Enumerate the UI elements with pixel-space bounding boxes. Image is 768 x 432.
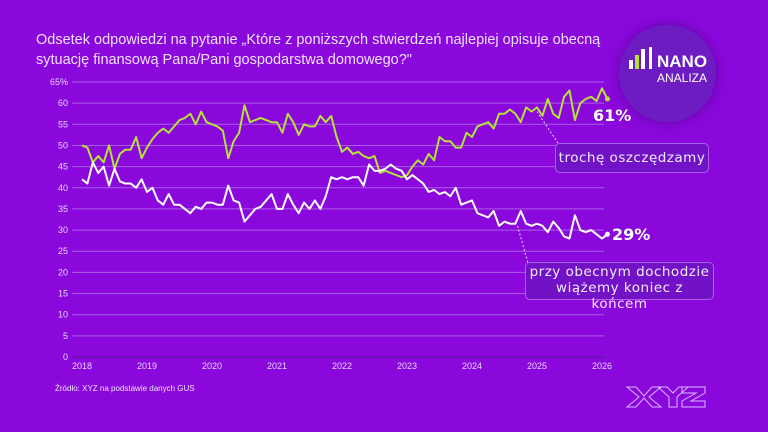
y-tick-label: 35 — [58, 204, 68, 214]
x-tick-label: 2021 — [267, 361, 287, 371]
x-tick-label: 2023 — [397, 361, 417, 371]
annotation-white-line2: wiążemy koniec z końcem — [556, 280, 683, 312]
x-tick-label: 2020 — [202, 361, 222, 371]
series-line-0 — [81, 87, 609, 179]
x-tick-label: 2025 — [527, 361, 547, 371]
y-tick-label: 40 — [58, 183, 68, 193]
y-tick-label: 30 — [58, 225, 68, 235]
y-tick-label: 45 — [58, 162, 68, 172]
y-tick-label: 25 — [58, 246, 68, 256]
green-end-label: 61% — [593, 106, 632, 125]
y-tick-label: 55 — [58, 119, 68, 129]
y-tick-label: 10 — [58, 310, 68, 320]
x-tick-label: 2018 — [72, 361, 92, 371]
white-end-label: 29% — [612, 225, 651, 244]
nano-analiza-logo: NANO ANALIZA — [619, 25, 716, 122]
x-tick-label: 2019 — [137, 361, 157, 371]
source-note: Źródło: XYZ na podstawie danych GUS — [55, 384, 195, 393]
annotation-leader — [536, 111, 559, 144]
logo-analiza: ANALIZA — [657, 71, 708, 85]
y-tick-label: 20 — [58, 267, 68, 277]
annotation-leader — [517, 225, 529, 264]
y-tick-label: 65% — [50, 77, 68, 87]
annotation-white: przy obecnym dochodzie wiążemy koniec z … — [525, 262, 714, 312]
y-tick-label: 15 — [58, 289, 68, 299]
chart-title: Odsetek odpowiedzi na pytanie „Które z p… — [36, 32, 601, 68]
annotation-white-line1: przy obecnym dochodzie — [529, 264, 710, 280]
x-tick-label: 2022 — [332, 361, 352, 371]
series-end-point-1 — [604, 231, 610, 237]
y-tick-label: 50 — [58, 140, 68, 150]
series-end-point-0 — [604, 96, 610, 102]
series-line-1 — [81, 161, 609, 240]
logo-nano: NANO — [657, 52, 708, 71]
x-tick-label: 2026 — [592, 361, 612, 371]
xyz-logo — [626, 386, 706, 408]
annotation-green: trochę oszczędzamy — [555, 143, 709, 173]
x-tick-label: 2024 — [462, 361, 482, 371]
y-tick-label: 0 — [63, 352, 68, 362]
y-tick-label: 60 — [58, 98, 68, 108]
y-tick-label: 5 — [63, 331, 68, 341]
